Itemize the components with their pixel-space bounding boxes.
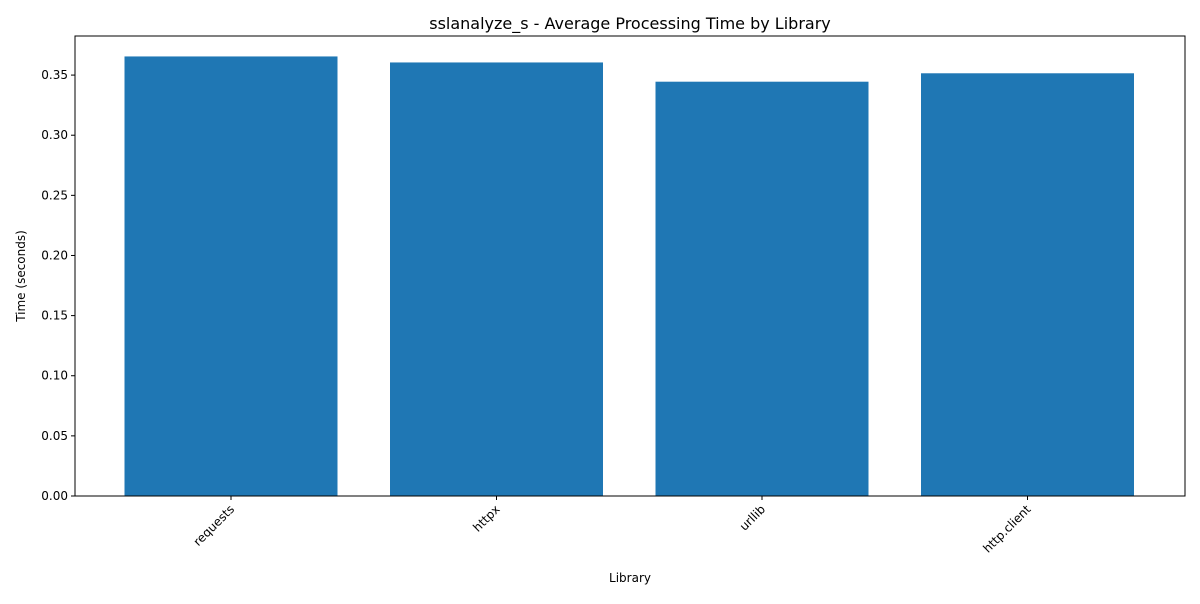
x-axis: requests httpx urllib http.client [191,496,1034,556]
plot-border [74,35,1186,497]
bar-requests [124,56,338,496]
y-tick-label: 0.30 [41,128,68,142]
bar-httpx [390,62,603,496]
x-tick-label-httpx: httpx [470,502,502,534]
bar-http-client [921,73,1134,497]
y-tick-label: 0.15 [41,309,68,323]
x-tick-label-http-client: http.client [980,502,1034,556]
x-tick-label-requests: requests [191,502,238,549]
y-tick-label: 0.35 [41,68,68,82]
x-axis-label: Library [609,571,651,585]
y-tick-label: 0.05 [41,429,68,443]
y-tick-label: 0.10 [41,369,68,383]
y-tick-label: 0.00 [41,489,68,503]
y-tick-label: 0.20 [41,248,68,262]
y-axis: 0.00 0.05 0.10 0.15 0.20 0.25 0.30 0.35 [41,68,75,503]
plot-frame [74,35,1186,497]
bars-group [124,56,1134,497]
x-tick-label-urllib: urllib [737,502,768,533]
y-tick-label: 0.25 [41,188,68,202]
bar-urllib [655,81,869,497]
chart-title: sslanalyze_s - Average Processing Time b… [429,14,831,34]
y-axis-label: Time (seconds) [14,230,28,323]
